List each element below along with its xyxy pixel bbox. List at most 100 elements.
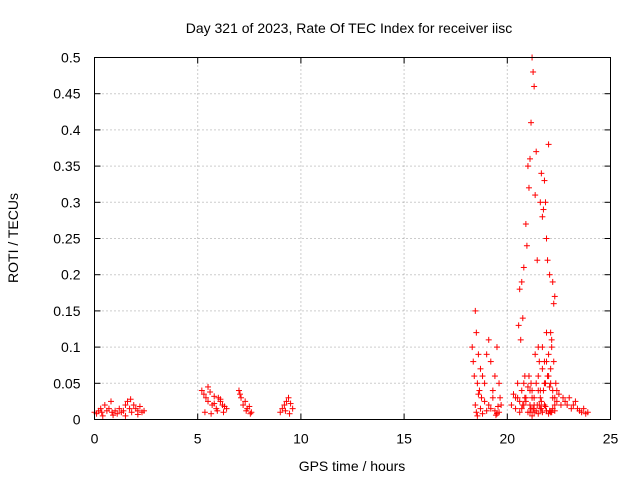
data-point — [489, 387, 496, 394]
data-point — [543, 329, 550, 336]
data-point — [547, 380, 554, 387]
data-point — [530, 68, 537, 75]
y-tick-label: 0.5 — [61, 50, 81, 66]
data-point — [568, 405, 575, 412]
data-point — [584, 409, 591, 416]
x-tick-label: 20 — [500, 431, 516, 447]
data-point — [560, 394, 567, 401]
data-point — [533, 380, 540, 387]
data-point — [214, 407, 221, 414]
data-point — [546, 271, 553, 278]
data-point — [510, 391, 517, 398]
data-point — [535, 410, 542, 417]
data-point — [540, 387, 547, 394]
data-point — [217, 396, 224, 403]
data-point — [487, 405, 494, 412]
data-point — [527, 387, 534, 394]
data-point — [572, 398, 579, 405]
data-point — [529, 412, 536, 419]
data-point — [541, 358, 548, 365]
y-tick-labels: 0 0.05 0.1 0.15 0.2 0.25 0.3 0.35 0.4 0.45 0.5 — [53, 50, 80, 428]
data-point — [479, 410, 486, 417]
data-point — [580, 405, 587, 412]
data-point — [542, 380, 549, 387]
data-point — [481, 398, 488, 405]
data-point — [207, 388, 214, 395]
data-point — [539, 409, 546, 416]
data-point — [553, 398, 560, 405]
data-point — [520, 402, 527, 409]
data-point — [539, 344, 546, 351]
data-point — [536, 358, 543, 365]
data-point — [548, 344, 555, 351]
y-tick-label: 0.1 — [61, 339, 81, 355]
data-point — [474, 380, 481, 387]
data-point — [205, 398, 212, 405]
data-point — [544, 257, 551, 264]
data-point — [277, 409, 284, 416]
y-axis-label: ROTI / TECUs — [5, 193, 21, 283]
data-point — [483, 407, 490, 414]
data-point — [518, 405, 525, 412]
data-point — [543, 235, 550, 242]
data-point — [247, 410, 254, 417]
data-point — [475, 351, 482, 358]
data-point — [518, 387, 525, 394]
data-point — [279, 405, 286, 412]
data-point — [551, 293, 558, 300]
data-point — [136, 403, 143, 410]
data-point — [477, 405, 484, 412]
data-point — [287, 400, 294, 407]
data-point — [550, 358, 557, 365]
data-point — [243, 407, 250, 414]
data-point — [550, 300, 557, 307]
data-point — [516, 398, 523, 405]
data-point — [496, 380, 503, 387]
y-tick-label: 0.15 — [53, 303, 80, 319]
axis-ticks — [94, 57, 611, 420]
data-point — [541, 177, 548, 184]
data-point — [208, 410, 215, 417]
data-point — [478, 394, 485, 401]
data-point — [476, 387, 483, 394]
data-point — [475, 391, 482, 398]
data-point — [237, 391, 244, 398]
data-point — [548, 336, 555, 343]
data-point — [283, 398, 290, 405]
data-point — [564, 402, 571, 409]
data-point — [97, 405, 104, 412]
data-point — [126, 405, 133, 412]
data-point — [205, 383, 212, 390]
data-point — [246, 403, 253, 410]
data-point — [521, 394, 528, 401]
data-point — [98, 409, 105, 416]
data-point — [546, 383, 553, 390]
data-point — [472, 402, 479, 409]
data-point — [523, 242, 530, 249]
y-tick-label: 0.2 — [61, 267, 81, 283]
x-tick-label: 25 — [603, 431, 619, 447]
data-point — [116, 405, 123, 412]
data-point — [470, 358, 477, 365]
data-point — [529, 394, 536, 401]
data-point — [512, 394, 519, 401]
plot-frame — [94, 57, 611, 420]
data-point — [557, 402, 564, 409]
data-point — [498, 402, 505, 409]
data-point — [547, 365, 554, 372]
data-point — [522, 398, 529, 405]
data-point — [540, 206, 547, 213]
data-point — [538, 170, 545, 177]
data-point — [534, 402, 541, 409]
data-point — [128, 409, 135, 416]
data-point — [220, 409, 227, 416]
x-tick-labels: 0 5 10 15 20 25 — [91, 431, 619, 447]
data-point — [473, 329, 480, 336]
data-point — [487, 358, 494, 365]
data-point — [211, 400, 218, 407]
y-tick-label: 0.05 — [53, 375, 80, 391]
data-point — [281, 402, 288, 409]
data-point — [517, 336, 524, 343]
chart-title: Day 321 of 2023, Rate Of TEC Index for r… — [186, 20, 513, 36]
data-point — [485, 402, 492, 409]
